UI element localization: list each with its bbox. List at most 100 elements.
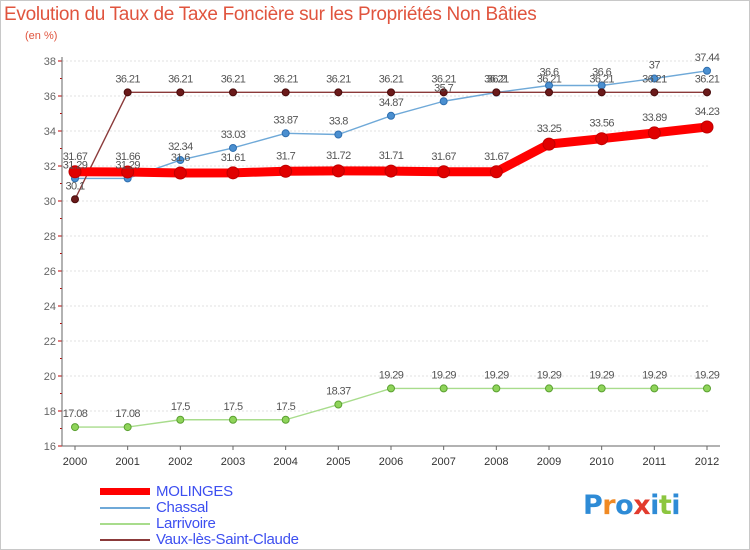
chart-title: Evolution du Taux de Taxe Foncière sur l…	[4, 4, 537, 25]
data-point	[545, 384, 553, 393]
data-label: 34.23	[695, 106, 720, 118]
logo-letter: o	[615, 490, 634, 521]
data-label: 36.21	[642, 73, 667, 85]
data-point	[650, 88, 659, 97]
x-tick-label: 2003	[221, 456, 245, 468]
data-point	[173, 166, 187, 180]
data-point	[597, 384, 606, 393]
data-label: 19.29	[695, 369, 720, 381]
data-point	[334, 400, 343, 409]
data-label: 36.6	[592, 67, 611, 79]
data-point	[439, 88, 448, 97]
data-label: 19.29	[484, 369, 509, 381]
data-point	[281, 129, 290, 138]
logo-letter: x	[633, 490, 651, 521]
legend-label: Larrivoire	[156, 515, 216, 532]
data-label: 31.29	[115, 159, 140, 171]
data-point	[121, 165, 135, 179]
data-label: 36.21	[115, 73, 140, 85]
data-point	[650, 384, 659, 393]
x-tick-label: 2012	[695, 456, 719, 468]
legend-swatch	[100, 507, 150, 509]
x-tick-label: 2010	[589, 456, 613, 468]
data-point	[176, 415, 185, 424]
logo-letter: i	[650, 490, 659, 521]
x-tick-label: 2007	[431, 456, 455, 468]
x-tick-label: 2009	[537, 456, 561, 468]
data-label: 36.21	[379, 73, 404, 85]
y-tick-label: 22	[44, 336, 56, 348]
data-point	[279, 164, 293, 178]
logo-letter: P	[583, 490, 603, 521]
x-tick-label: 2002	[168, 456, 192, 468]
data-label: 36.21	[168, 73, 193, 85]
data-label: 17.08	[63, 408, 88, 420]
data-label: 19.29	[379, 369, 404, 381]
data-label: 17.5	[276, 401, 295, 413]
data-label: 36.21	[221, 73, 246, 85]
data-point	[331, 164, 345, 178]
data-point	[176, 88, 185, 97]
data-label: 33.56	[589, 118, 614, 130]
x-tick-label: 2001	[115, 456, 139, 468]
data-label: 32.34	[168, 141, 193, 153]
data-label: 18.37	[326, 386, 351, 398]
data-point	[387, 88, 395, 97]
legend-swatch	[100, 488, 150, 495]
data-point	[229, 88, 237, 97]
y-tick-label: 20	[44, 371, 56, 383]
logo-letter: t	[658, 490, 672, 521]
data-label: 19.29	[642, 369, 667, 381]
x-tick-label: 2004	[273, 456, 297, 468]
data-label: 37	[649, 60, 661, 72]
proxiti-logo: Proxiti	[583, 490, 681, 521]
y-tick-label: 36	[44, 91, 56, 103]
data-point	[229, 415, 237, 424]
data-label: 17.5	[171, 401, 190, 413]
y-tick-label: 38	[44, 56, 56, 68]
data-label: 31.67	[484, 151, 509, 163]
data-point	[542, 137, 556, 151]
data-point	[703, 66, 711, 75]
data-label: 30.1	[65, 180, 84, 192]
y-tick-label: 30	[44, 196, 56, 208]
data-label: 36.21	[484, 73, 509, 85]
grid	[62, 60, 710, 447]
logo-letter: i	[671, 490, 681, 521]
data-label: 31.61	[221, 152, 246, 164]
x-tick-label: 2000	[63, 456, 87, 468]
data-point	[387, 384, 395, 393]
data-label: 31.29	[63, 159, 88, 171]
axes: 16 18 20 22 24 26 28 30 32 34 36 38 2000 2001 2002 2003…	[44, 56, 720, 468]
data-label: 33.89	[642, 112, 667, 124]
data-point	[226, 166, 240, 180]
data-label: 31.7	[276, 150, 295, 162]
data-label: 31.67	[431, 151, 456, 163]
data-label: 19.29	[537, 369, 562, 381]
data-point	[384, 164, 398, 178]
x-tick-label: 2008	[484, 456, 508, 468]
y-tick-label: 24	[44, 301, 56, 313]
data-label: 36.21	[695, 73, 720, 85]
data-label: 36.21	[431, 73, 456, 85]
data-label: 37.44	[695, 52, 720, 64]
legend-label: Chassal	[156, 499, 209, 516]
data-point	[281, 88, 290, 97]
data-point	[334, 130, 343, 139]
data-label: 31.71	[379, 150, 404, 162]
y-tick-label: 16	[44, 441, 56, 453]
y-tick-label: 26	[44, 266, 56, 278]
data-point	[123, 88, 132, 97]
data-point	[176, 156, 185, 165]
data-label: 36.2	[487, 74, 506, 86]
data-label: 33.03	[221, 129, 246, 141]
data-label: 31.66	[115, 151, 140, 163]
data-point	[439, 384, 448, 393]
data-label: 36.21	[326, 73, 351, 85]
legend-label: Vaux-lès-Saint-Claude	[156, 531, 299, 548]
data-point	[597, 88, 606, 97]
data-label: 31.6	[171, 152, 190, 164]
data-label: 36.6	[539, 67, 558, 79]
data-point	[439, 97, 448, 106]
